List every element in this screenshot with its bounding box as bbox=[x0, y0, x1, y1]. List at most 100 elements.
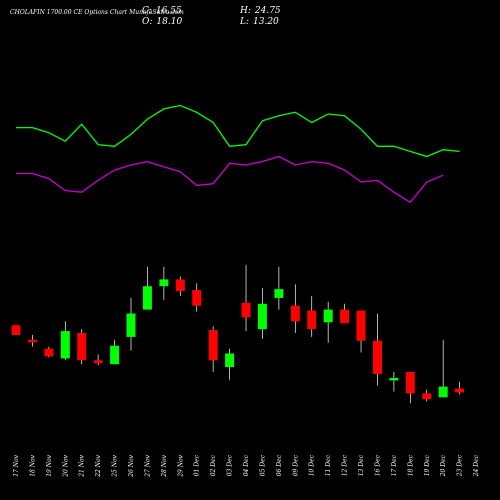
x-tick-label: 19 Dec bbox=[424, 454, 431, 476]
x-tick-label: 17 Nov bbox=[13, 454, 20, 476]
high-label: H: bbox=[240, 6, 251, 16]
indicator-lines bbox=[16, 104, 460, 204]
candle bbox=[257, 288, 267, 339]
x-tick-label: 06 Dec bbox=[276, 454, 283, 476]
candle-body bbox=[373, 340, 382, 374]
candle bbox=[405, 372, 415, 404]
x-tick-label: 29 Nov bbox=[177, 454, 184, 477]
x-tick-label: 25 Nov bbox=[112, 454, 119, 477]
x-tick-label: 03 Dec bbox=[227, 454, 234, 476]
candle-body bbox=[257, 303, 267, 330]
x-tick-label: 12 Dec bbox=[342, 454, 349, 476]
candle-body bbox=[307, 310, 317, 330]
open-label: O: bbox=[142, 17, 153, 27]
candle bbox=[389, 372, 399, 392]
low-readout: L: 13.20 bbox=[240, 17, 279, 27]
candle-body bbox=[422, 393, 432, 400]
candle-body bbox=[455, 388, 465, 393]
candle bbox=[438, 339, 448, 398]
candle-body bbox=[438, 386, 448, 398]
candle-body bbox=[405, 372, 415, 394]
candle-body bbox=[77, 333, 87, 361]
candle-body bbox=[27, 339, 37, 343]
x-tick-label: 13 Dec bbox=[358, 454, 365, 476]
candle bbox=[340, 303, 350, 324]
upper-indicator-line bbox=[16, 104, 460, 158]
candle-body bbox=[323, 309, 333, 323]
candle bbox=[274, 266, 284, 310]
close-label: C: bbox=[142, 6, 152, 16]
candle-body bbox=[11, 325, 21, 335]
candle-body bbox=[389, 377, 399, 381]
close-value: 16.55 bbox=[155, 6, 182, 16]
x-axis-labels: 17 Nov 18 Nov 19 Nov 20 Nov 21 Nov 22 Nov 25 N… bbox=[13, 454, 480, 477]
x-tick-label: 26 Nov bbox=[128, 454, 135, 477]
low-value: 13.20 bbox=[253, 17, 279, 27]
candle-body bbox=[208, 330, 218, 361]
x-tick-label: 17 Dec bbox=[391, 454, 398, 476]
candle bbox=[422, 389, 432, 402]
candle bbox=[192, 283, 202, 312]
x-tick-label: 27 Nov bbox=[144, 454, 151, 477]
candle bbox=[142, 266, 152, 310]
candle bbox=[126, 297, 136, 351]
x-tick-label: 22 Nov bbox=[95, 454, 102, 477]
candle bbox=[323, 301, 333, 343]
x-tick-label: 02 Dec bbox=[210, 454, 217, 476]
candle-body bbox=[274, 289, 284, 298]
chart-title: CHOLAFIN 1700.00 CE Options Chart Munafa… bbox=[10, 9, 184, 16]
x-tick-label: 16 Dec bbox=[374, 454, 381, 476]
x-tick-label: 20 Dec bbox=[440, 454, 447, 477]
candle-body bbox=[340, 309, 350, 324]
candle bbox=[175, 276, 185, 296]
high-value: 24.75 bbox=[254, 6, 281, 16]
candle bbox=[11, 325, 21, 335]
candle bbox=[373, 313, 382, 386]
lower-indicator-line bbox=[16, 155, 444, 204]
candle bbox=[307, 295, 317, 337]
x-tick-label: 19 Nov bbox=[46, 454, 53, 476]
x-tick-label: 28 Nov bbox=[161, 454, 168, 477]
x-tick-label: 24 Dec bbox=[473, 454, 480, 477]
candle bbox=[290, 284, 300, 333]
x-tick-label: 11 Dec bbox=[325, 454, 332, 476]
open-readout: O: 18.10 bbox=[142, 17, 182, 27]
low-label: L: bbox=[240, 17, 250, 27]
candle bbox=[241, 264, 251, 332]
x-tick-label: 18 Dec bbox=[407, 454, 414, 476]
candle-body bbox=[93, 360, 103, 364]
candle-body bbox=[44, 348, 54, 357]
close-readout: C: 16.55 bbox=[142, 6, 182, 16]
x-tick-label: 04 Dec bbox=[243, 454, 250, 476]
x-tick-label: 21 Nov bbox=[79, 454, 86, 477]
candle-body bbox=[356, 310, 366, 341]
candle bbox=[159, 266, 169, 300]
x-tick-label: 01 Dec bbox=[194, 454, 201, 476]
candle-body bbox=[142, 286, 152, 310]
open-value: 18.10 bbox=[156, 17, 183, 27]
candle-body bbox=[192, 290, 202, 306]
candle bbox=[27, 334, 37, 347]
candle-body bbox=[175, 279, 185, 292]
candle bbox=[77, 329, 87, 365]
candle-body bbox=[241, 302, 251, 318]
candle bbox=[356, 310, 366, 353]
x-tick-label: 18 Nov bbox=[29, 454, 36, 476]
candle bbox=[455, 381, 465, 395]
candle-body bbox=[159, 279, 169, 287]
x-tick-label: 10 Dec bbox=[309, 454, 316, 476]
candle bbox=[225, 348, 235, 380]
x-tick-label: 23 Dec bbox=[457, 454, 464, 477]
candle-body bbox=[60, 331, 70, 359]
candle bbox=[110, 339, 120, 365]
candle bbox=[93, 354, 103, 366]
candle bbox=[208, 326, 218, 372]
candle-body bbox=[225, 353, 235, 368]
candle-body bbox=[126, 313, 136, 337]
candle-body bbox=[290, 305, 300, 322]
high-readout: H: 24.75 bbox=[240, 6, 281, 16]
candlestick-series bbox=[11, 264, 465, 404]
candle bbox=[60, 321, 70, 361]
